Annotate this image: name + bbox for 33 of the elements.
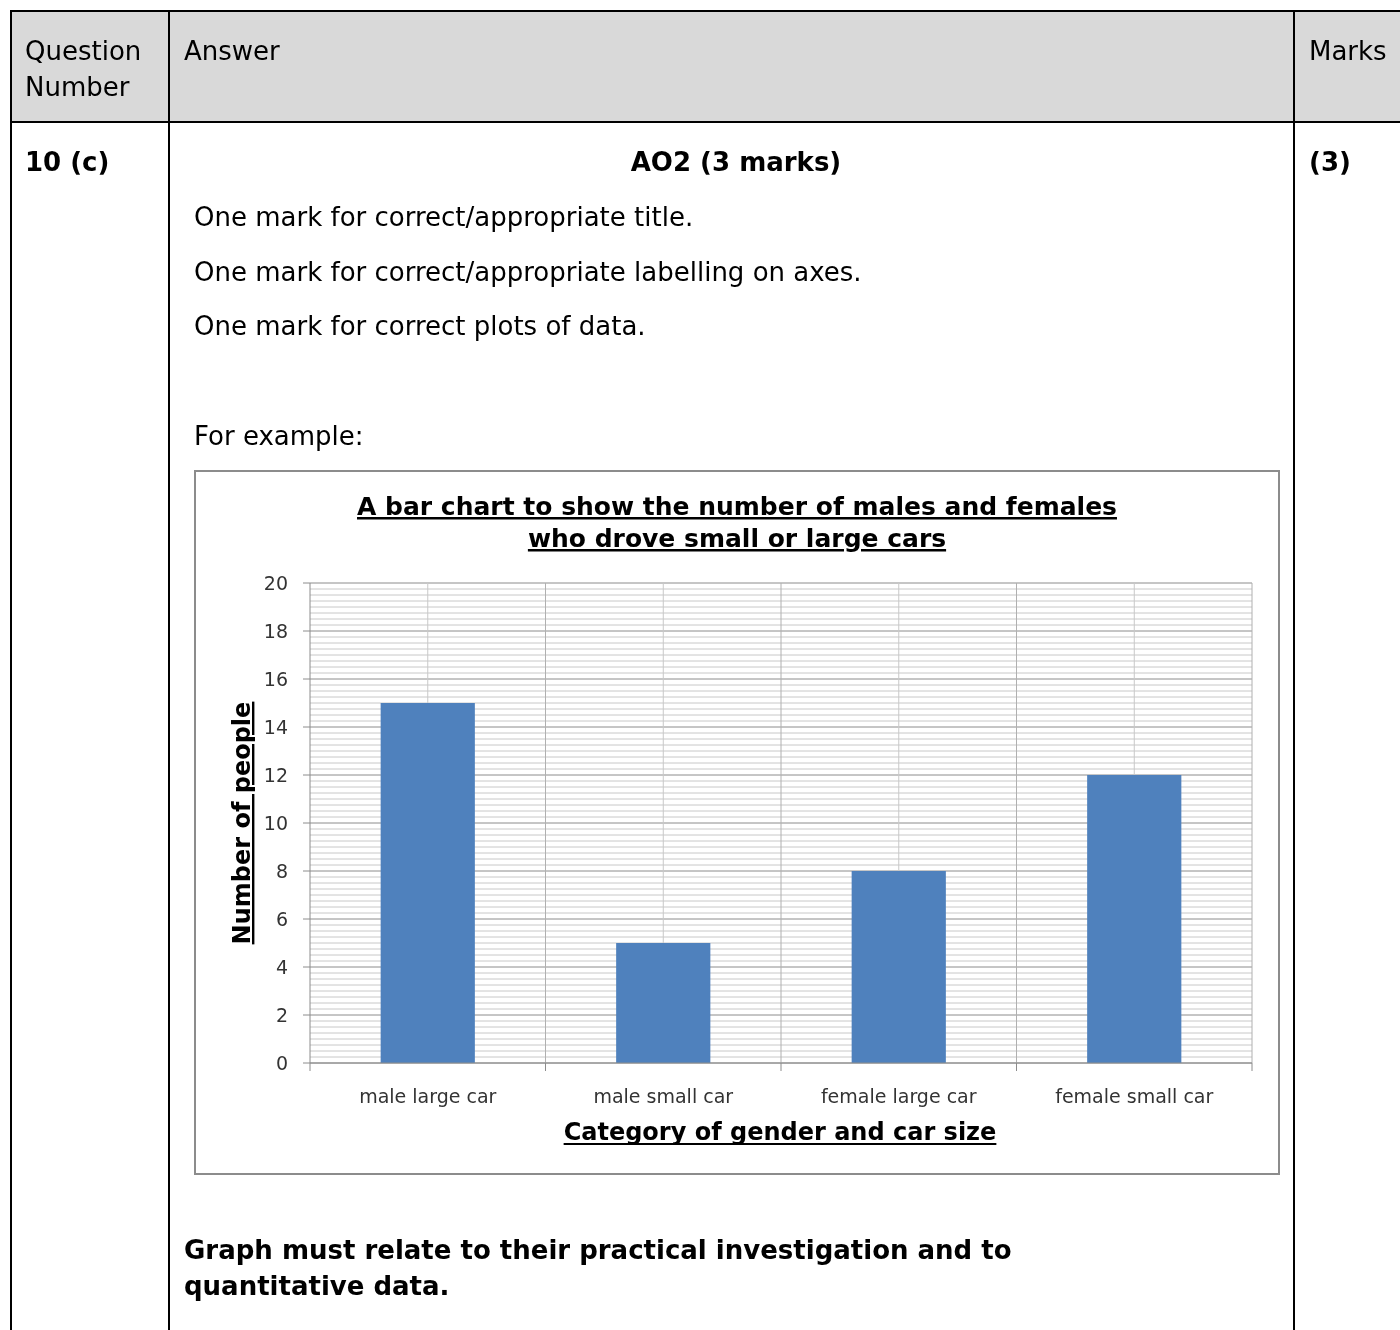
text: One mark for correct plots of data. (194, 311, 646, 341)
chart-title: A bar chart to show the number of males and females who drove small or large cars (357, 492, 1117, 553)
x-axis-title: Category of gender and car size (563, 1118, 997, 1146)
y-tick-label: 20 (263, 571, 288, 594)
y-axis-title: Number of people (228, 701, 256, 945)
y-tick-label: 4 (275, 955, 288, 978)
y-tick-label: 10 (263, 811, 288, 834)
text: One mark for correct/appropriate labelling on axes. (194, 257, 862, 287)
text: (3) (1309, 147, 1351, 177)
text: 10 (c) (25, 147, 110, 177)
text: AO2 (3 marks) (630, 147, 842, 177)
text: For example: (194, 421, 364, 451)
bar (380, 703, 475, 1063)
text: Question Number (25, 36, 142, 102)
y-tick-label: 2 (275, 1003, 288, 1026)
text: Marks (1309, 36, 1387, 66)
y-tick-label: 6 (275, 907, 288, 930)
y-tick-label: 8 (275, 859, 288, 882)
text: One mark for correct/appropriate title. (194, 202, 694, 232)
y-tick-label: 14 (263, 715, 288, 738)
bar (616, 943, 711, 1063)
bar (1087, 775, 1182, 1063)
x-tick-label: male large car (359, 1085, 497, 1107)
y-tick-label: 12 (263, 763, 288, 786)
text: Graph must relate to their practical investigation and to quantitative data. (184, 1235, 1012, 1301)
text: Answer (184, 36, 281, 66)
x-tick-label: female small car (1055, 1085, 1214, 1107)
y-tick-label: 18 (263, 619, 288, 642)
x-tick-label: male small car (593, 1085, 734, 1107)
bar (851, 871, 946, 1063)
x-tick-label: female large car (820, 1085, 977, 1107)
y-tick-label: 0 (275, 1051, 288, 1074)
y-tick-label: 16 (263, 667, 288, 690)
